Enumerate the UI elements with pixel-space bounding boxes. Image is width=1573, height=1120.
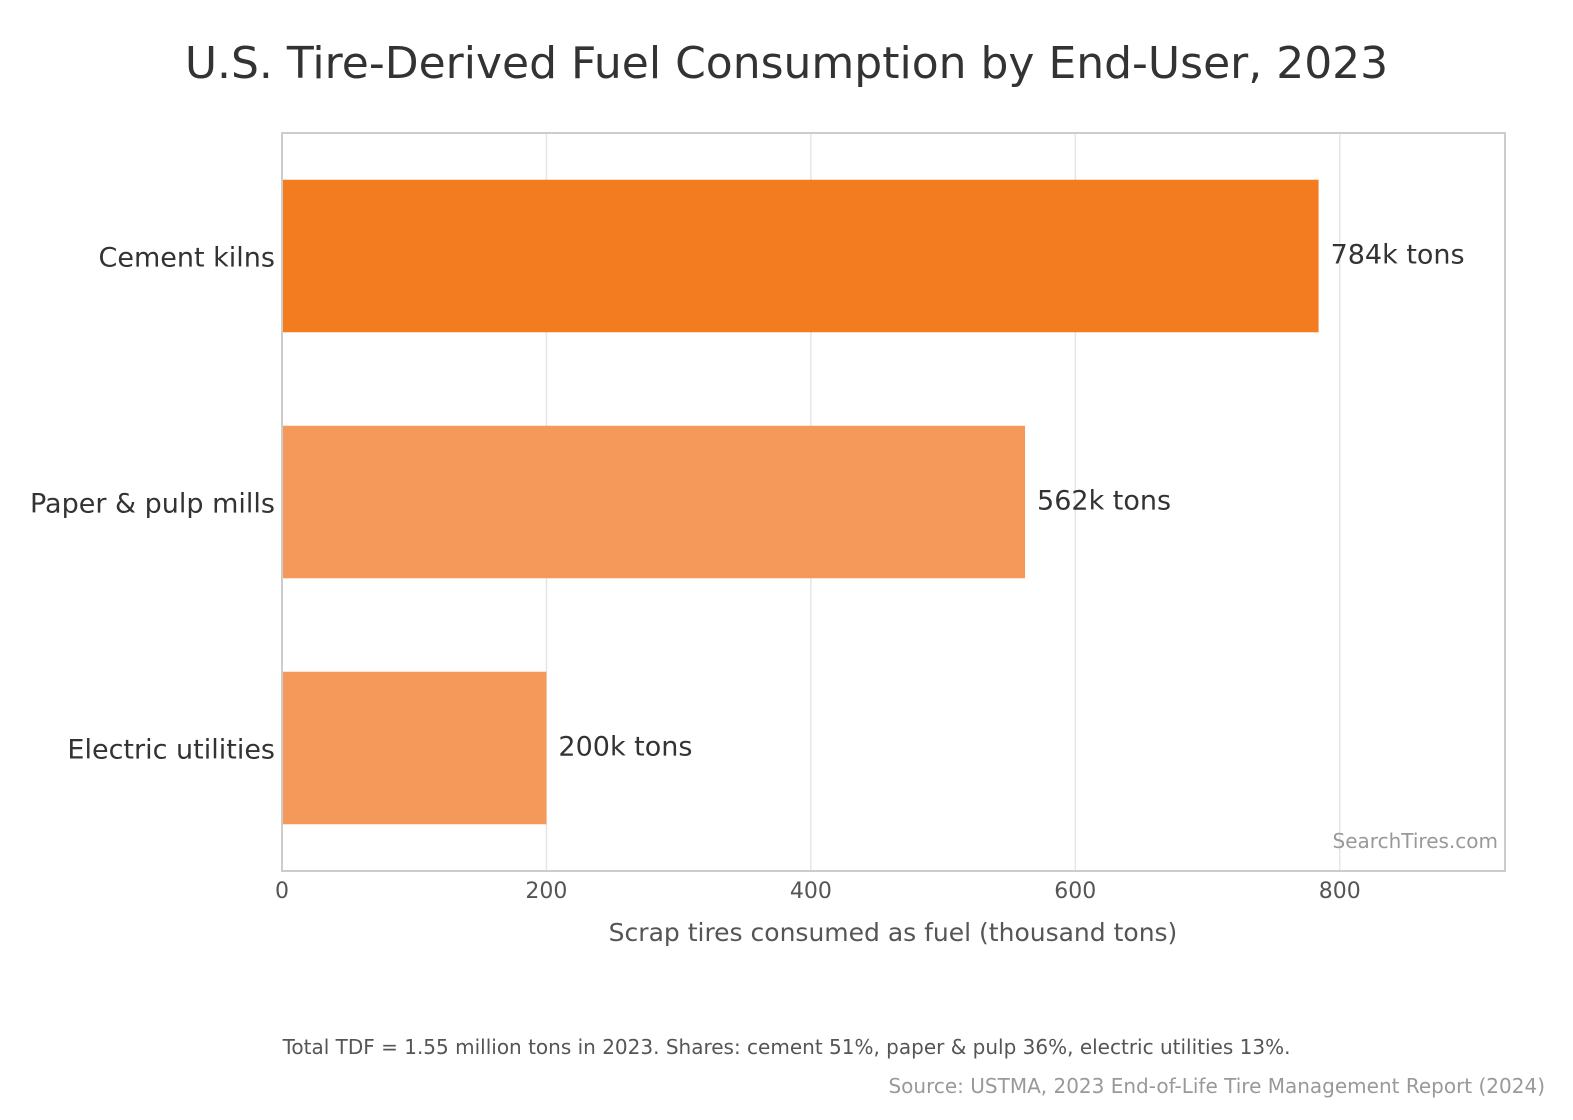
category-labels: Cement kilns Paper & pulp mills Electric u… <box>30 243 275 766</box>
x-tick-label: 400 <box>790 879 832 904</box>
category-label: Cement kilns <box>99 243 275 274</box>
category-label: Paper & pulp mills <box>30 489 275 520</box>
plot-frame <box>281 132 1506 872</box>
x-tick-label: 0 <box>275 879 289 904</box>
bars: 784k tons 562k tons 200k tons <box>283 179 1465 825</box>
bar-cement-kilns <box>283 179 1319 333</box>
x-tick-label: 600 <box>1054 879 1096 904</box>
footnote: Total TDF = 1.55 million tons in 2023. S… <box>282 1035 1291 1059</box>
watermark: SearchTires.com <box>1333 829 1498 853</box>
chart-title: U.S. Tire-Derived Fuel Consumption by En… <box>184 38 1389 89</box>
data-label: 562k tons <box>1037 486 1171 517</box>
bar-paper-pulp-mills <box>283 425 1026 579</box>
x-axis-label: Scrap tires consumed as fuel (thousand t… <box>609 918 1178 947</box>
bar-electric-utilities <box>283 671 547 825</box>
x-tick-label: 800 <box>1319 879 1361 904</box>
bar-chart: 784k tons 562k tons 200k tons 0 200 400 600 80… <box>30 132 1506 947</box>
data-label: 784k tons <box>1331 240 1465 271</box>
source-note: Source: USTMA, 2023 End-of-Life Tire Man… <box>888 1074 1545 1098</box>
x-tick-label: 200 <box>525 879 567 904</box>
category-label: Electric utilities <box>67 735 275 766</box>
x-tick-labels: 0 200 400 600 800 <box>275 879 1361 904</box>
data-label: 200k tons <box>558 732 692 763</box>
